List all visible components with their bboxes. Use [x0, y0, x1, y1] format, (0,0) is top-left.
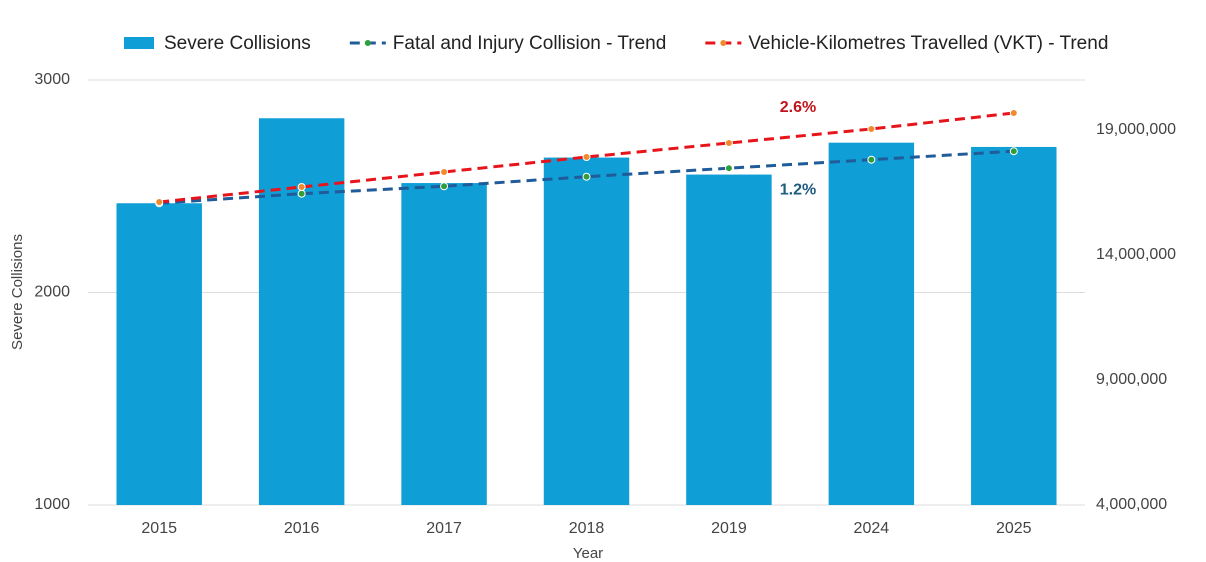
- legend-marker: [720, 40, 727, 46]
- x-tick-label: 2018: [569, 520, 605, 537]
- y-axis-label: Severe Collisions: [9, 234, 26, 350]
- legend-marker: [364, 40, 371, 46]
- x-tick-label: 2016: [284, 520, 320, 537]
- x-tick-label: 2025: [996, 520, 1032, 537]
- bar: [543, 157, 630, 505]
- bar: [116, 203, 202, 505]
- trend-marker: [297, 183, 306, 191]
- trend-marker: [297, 189, 306, 198]
- bar: [686, 174, 772, 505]
- annotation: 2.6%: [780, 99, 816, 116]
- trend-marker: [582, 172, 591, 181]
- trend-marker: [867, 125, 876, 133]
- annotation: 1.2%: [780, 181, 816, 198]
- legend-label: Severe Collisions: [164, 33, 311, 54]
- bar: [828, 142, 915, 505]
- legend-label: Fatal and Injury Collision - Trend: [393, 33, 667, 54]
- x-tick-label: 2019: [711, 520, 747, 537]
- y2-tick-label: 4,000,000: [1096, 496, 1167, 513]
- y-tick-label: 1000: [34, 496, 70, 513]
- x-tick-label: 2024: [854, 520, 890, 537]
- bar: [971, 146, 1057, 505]
- trend-marker: [155, 198, 164, 206]
- bar: [401, 183, 487, 505]
- trend-marker: [582, 153, 591, 161]
- y-tick-label: 2000: [34, 284, 70, 301]
- trend-marker: [440, 168, 449, 176]
- trend-marker: [724, 139, 733, 147]
- x-tick-label: 2015: [141, 520, 177, 537]
- bar: [258, 118, 345, 505]
- y2-tick-label: 14,000,000: [1096, 246, 1176, 263]
- trend-marker: [724, 164, 733, 173]
- legend-label: Vehicle-Kilometres Travelled (VKT) - Tre…: [748, 33, 1108, 54]
- trend-marker: [1009, 147, 1018, 156]
- trend-marker: [867, 155, 876, 164]
- x-axis-label: Year: [573, 545, 603, 562]
- y2-tick-label: 9,000,000: [1096, 371, 1167, 388]
- trend-marker: [440, 182, 449, 191]
- y2-tick-label: 19,000,000: [1096, 121, 1176, 138]
- legend-swatch: [124, 37, 154, 49]
- y-tick-label: 3000: [34, 71, 70, 88]
- x-tick-label: 2017: [426, 520, 462, 537]
- trend-marker: [1009, 109, 1018, 117]
